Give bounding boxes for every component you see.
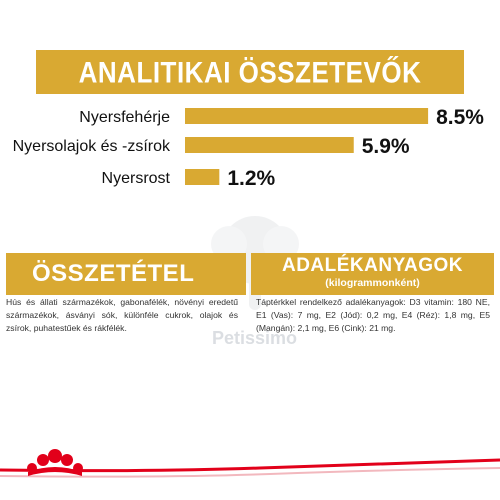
nutrient-bar-chart: Nyersfehérje 8.5% Nyersolajok és -zsírok 5.…: [13, 106, 485, 190]
royal-canin-crown-icon: [27, 449, 83, 476]
bar: [185, 169, 220, 185]
additives-subtitle: (kilogrammonként): [325, 277, 420, 289]
header-banner: ANALITIKAI ÖSSZETEVŐK: [36, 50, 464, 94]
category-label: Nyersolajok és -zsírok: [13, 138, 171, 155]
category-label: Nyersfehérje: [79, 109, 170, 126]
value-label: 5.9%: [362, 135, 410, 158]
value-label: 8.5%: [436, 106, 484, 129]
composition-title: ÖSSZETÉTEL: [32, 260, 195, 287]
watermark-text: Petissimo: [212, 328, 298, 348]
composition-text: Hús és állati származékok, gabonafélék, …: [6, 297, 238, 334]
bar: [185, 137, 354, 153]
additives-banner: ADALÉKANYAGOK (kilogrammonként): [251, 253, 494, 295]
bar: [185, 108, 429, 124]
composition-banner: ÖSSZETÉTEL: [6, 253, 246, 295]
additives-text: Táptérkkel rendelkező adalékanyagok: D3 …: [256, 297, 490, 334]
additives-title: ADALÉKANYAGOK: [281, 255, 464, 276]
value-label: 1.2%: [227, 167, 275, 190]
footer-wave: [0, 458, 500, 478]
page-title: ANALITIKAI ÖSSZETEVŐK: [78, 54, 422, 89]
category-label: Nyersrost: [102, 170, 171, 187]
